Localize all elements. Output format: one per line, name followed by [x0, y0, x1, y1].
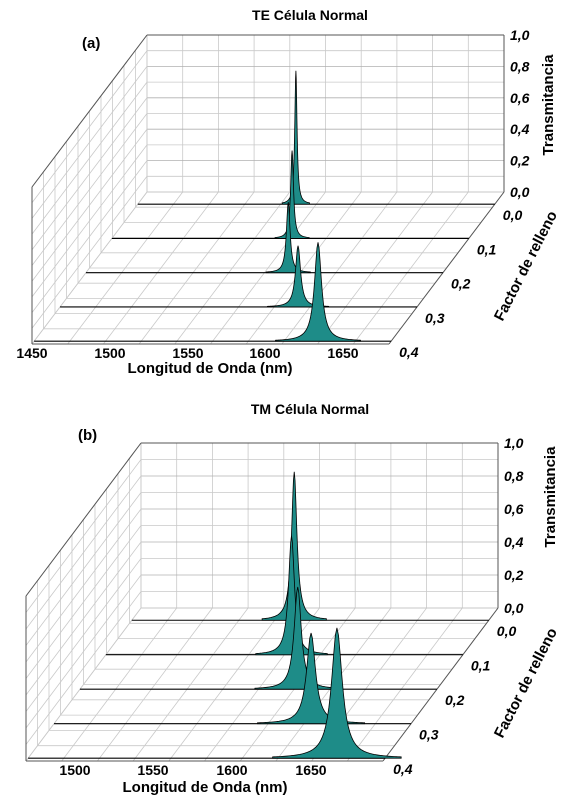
- z-tick-label: 0,6: [504, 501, 524, 517]
- peaks-b: [254, 471, 402, 759]
- series-peak: [255, 535, 328, 656]
- y-tick-label: 0,2: [445, 692, 465, 708]
- y-tick-label: 0,1: [471, 658, 491, 674]
- x-tick-label: 1650: [327, 345, 358, 361]
- z-tick-label: 0,4: [510, 121, 530, 137]
- z-tick-label: 1,0: [510, 27, 530, 43]
- z-tick-label: 0,2: [504, 567, 524, 583]
- z-tick-label: 0,0: [510, 184, 530, 200]
- axis-line: [25, 442, 142, 597]
- panel-label: (a): [82, 35, 100, 52]
- series-peak: [272, 627, 402, 759]
- x-tick-label: 1450: [16, 345, 47, 361]
- z-tick-label: 0,2: [510, 153, 530, 169]
- series-peak: [274, 150, 310, 239]
- y-tick-label: 0,2: [451, 276, 471, 292]
- x-tick-label: 1500: [59, 762, 90, 778]
- y-tick-label: 0,0: [497, 623, 517, 639]
- chart-title: TE Célula Normal: [252, 7, 368, 23]
- y-axis-label: Factor de relleno: [491, 208, 561, 323]
- y-axis-label: Factor de relleno: [491, 625, 561, 740]
- series-peak: [254, 586, 341, 690]
- z-tick-label: 1,0: [504, 435, 524, 451]
- y-tick-label: 0,4: [393, 761, 413, 777]
- z-axis-label: Transmitancia: [540, 54, 557, 156]
- y-tick-label: 0,3: [425, 310, 445, 326]
- x-tick-label: 1650: [295, 762, 326, 778]
- x-tick-label: 1600: [216, 762, 247, 778]
- z-tick-label: 0,6: [510, 90, 530, 106]
- series-peak: [281, 70, 310, 205]
- z-axis-label: Transmitancia: [542, 446, 559, 548]
- grid-a: [31, 34, 505, 345]
- x-axis-label: Longitud de Onda (nm): [123, 779, 288, 796]
- series-peak: [257, 632, 366, 725]
- z-tick-label: 0,0: [504, 600, 524, 616]
- panel-label: (b): [78, 427, 97, 444]
- axis-line: [382, 607, 499, 762]
- series-peak: [275, 242, 361, 342]
- series-peak: [265, 201, 311, 274]
- ticks-a: 1450 1500 1550 1600 1650 0,0 0,2 0,4 0,6 0,8 1,0 0,…: [16, 27, 529, 361]
- panel-a: 1450 1500 1550 1600 1650 0,0 0,2 0,4 0,6 0,8 1,0 0,…: [16, 7, 561, 377]
- x-tick-label: 1550: [172, 345, 203, 361]
- axis-line: [388, 191, 505, 345]
- ticks-b: 1500 1550 1600 1650 0,0 0,2 0,4 0,6 0,8 1,0 0,0 0,1…: [59, 435, 523, 778]
- y-tick-label: 0,3: [419, 727, 439, 743]
- peaks-a: [265, 70, 361, 342]
- y-tick-label: 0,4: [399, 344, 419, 360]
- chart-title: TM Célula Normal: [251, 401, 369, 417]
- x-tick-label: 1550: [137, 762, 168, 778]
- y-tick-label: 0,1: [477, 241, 497, 257]
- axis-line: [31, 34, 148, 188]
- x-tick-label: 1600: [249, 345, 280, 361]
- x-axis-label: Longitud de Onda (nm): [128, 360, 293, 377]
- grid-b: [25, 442, 499, 762]
- x-tick-label: 1500: [94, 345, 125, 361]
- panel-b: 1500 1550 1600 1650 0,0 0,2 0,4 0,6 0,8 1,0 0,0 0,1…: [25, 401, 561, 796]
- z-tick-label: 0,4: [504, 534, 524, 550]
- z-tick-label: 0,8: [510, 58, 530, 74]
- z-tick-label: 0,8: [504, 468, 524, 484]
- y-tick-label: 0,0: [503, 207, 523, 223]
- series-peak: [261, 471, 327, 621]
